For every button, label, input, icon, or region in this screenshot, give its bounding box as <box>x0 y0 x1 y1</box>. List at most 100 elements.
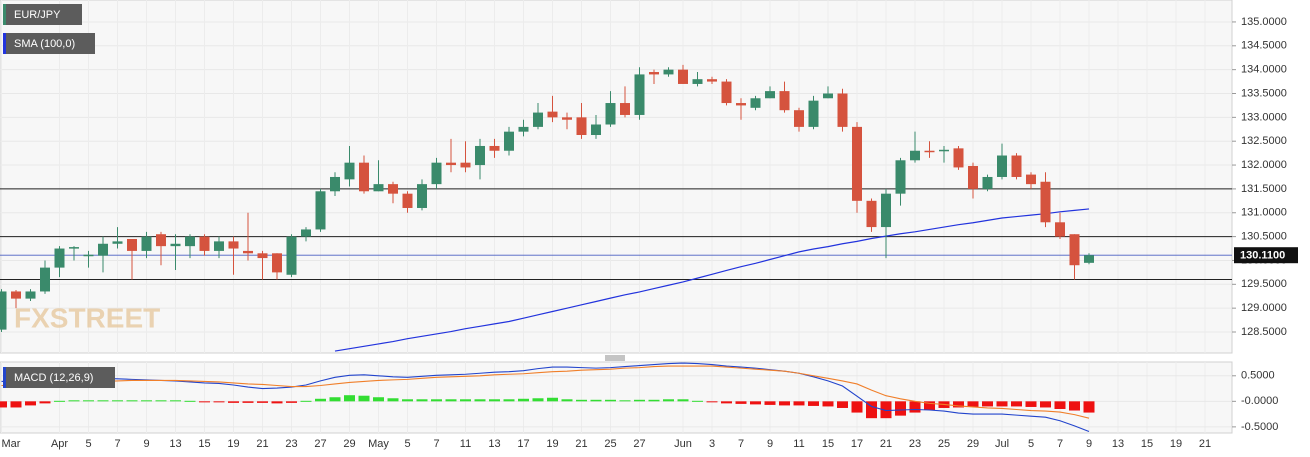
main-layer <box>0 64 1232 352</box>
sma-line <box>334 208 1090 352</box>
histogram-bar <box>590 399 602 402</box>
x-tick-label: 21 <box>575 438 587 450</box>
main-plot-area <box>0 0 1233 354</box>
candle-body <box>997 155 1007 177</box>
y-tick-label: 135.0000 <box>1241 16 1287 28</box>
histogram-bar <box>445 399 457 402</box>
candle-body <box>620 103 630 115</box>
histogram-bar <box>54 400 65 402</box>
candle-body <box>953 148 964 168</box>
x-tick-label: 25 <box>604 438 616 450</box>
candle-body <box>866 200 877 228</box>
histogram-bar <box>1054 401 1066 409</box>
x-tick-label: 7 <box>1057 438 1063 450</box>
candle-body <box>141 236 152 251</box>
x-tick-label: Jul <box>995 438 1009 450</box>
candle-body <box>779 91 790 111</box>
x-tick-label: 7 <box>114 438 120 450</box>
last-price-label: 130.1100 <box>1240 250 1285 262</box>
candle-body <box>663 69 674 75</box>
candle-body <box>301 229 311 237</box>
candle-body <box>678 69 688 84</box>
candle-body <box>0 291 7 330</box>
x-tick-label: 13 <box>169 438 181 450</box>
histogram-bar <box>532 398 544 402</box>
candle-body <box>910 150 920 161</box>
histogram-bar <box>416 399 428 402</box>
histogram-bar <box>358 395 370 402</box>
candle-body <box>98 243 108 256</box>
histogram-bar <box>112 400 123 402</box>
candle-body <box>214 241 224 251</box>
candle-body <box>750 98 761 108</box>
histogram-bar <box>257 401 268 403</box>
candle-body <box>895 160 906 194</box>
histogram-bar <box>750 401 761 405</box>
histogram-bar <box>489 399 500 402</box>
histogram-bar <box>170 400 181 402</box>
histogram-bar <box>692 400 703 402</box>
histogram-bar <box>141 400 152 402</box>
y-tick-label: 134.0000 <box>1241 64 1287 76</box>
candle-body <box>1055 222 1065 237</box>
candle-body <box>54 248 65 268</box>
macd-label: MACD (12,26,9) <box>14 372 93 384</box>
y-tick-label: -0.0000 <box>1241 395 1278 407</box>
histogram-bar <box>83 400 94 402</box>
candle-body <box>170 243 181 247</box>
candle-body <box>475 145 485 166</box>
candle-body <box>533 112 543 127</box>
candle-body <box>1026 174 1036 185</box>
candle-body <box>591 124 601 135</box>
histogram-bar <box>808 401 819 406</box>
candle-body <box>692 79 703 84</box>
y-tick-label: 131.0000 <box>1241 207 1287 219</box>
grid-layer <box>0 0 1232 433</box>
x-tick-label: 21 <box>880 438 892 450</box>
y-tick-label: 129.0000 <box>1241 302 1287 314</box>
x-tick-label: 15 <box>198 438 210 450</box>
x-tick-label: 5 <box>1028 438 1034 450</box>
x-tick-label: 19 <box>1170 438 1182 450</box>
candle-body <box>25 291 36 299</box>
histogram-bar <box>503 399 515 402</box>
macd-layer <box>0 362 1095 432</box>
x-tick-label: 29 <box>343 438 355 450</box>
candle-body <box>199 236 210 251</box>
candle-body <box>286 236 297 275</box>
histogram-bar <box>402 399 413 402</box>
histogram-bar <box>1025 401 1037 407</box>
candle-body <box>504 131 514 151</box>
x-tick-label: 25 <box>938 438 950 450</box>
y-tick-label: 133.5000 <box>1241 87 1287 99</box>
last-price-box <box>1234 247 1298 264</box>
candle-body <box>112 241 123 244</box>
y-tick-label: 128.5000 <box>1241 326 1287 338</box>
x-tick-label: 15 <box>822 438 834 450</box>
histogram-bar <box>764 401 776 405</box>
histogram-bar <box>924 401 935 411</box>
candle-body <box>330 176 340 192</box>
symbol-label: EUR/JPY <box>14 9 61 21</box>
histogram-bar <box>271 401 283 404</box>
histogram-bar <box>0 401 7 408</box>
histogram-bar <box>982 401 993 407</box>
x-tick-label: 11 <box>793 438 804 450</box>
candle-body <box>402 193 413 208</box>
candle-body <box>1011 155 1022 177</box>
candle-body <box>344 162 355 180</box>
macd-line <box>1 365 1090 419</box>
histogram-bar <box>851 401 863 413</box>
y-tick-label: 131.5000 <box>1241 183 1287 195</box>
y-tick-label: 129.5000 <box>1241 278 1287 290</box>
histogram-bar <box>431 399 442 402</box>
histogram-bar <box>779 401 790 406</box>
histogram-bar <box>866 401 877 419</box>
sma-label: SMA (100,0) <box>14 38 75 50</box>
y-tick-label: 134.5000 <box>1241 40 1287 52</box>
histogram-bar <box>996 401 1008 407</box>
histogram-bar <box>793 401 805 406</box>
panel-handle <box>605 355 625 361</box>
